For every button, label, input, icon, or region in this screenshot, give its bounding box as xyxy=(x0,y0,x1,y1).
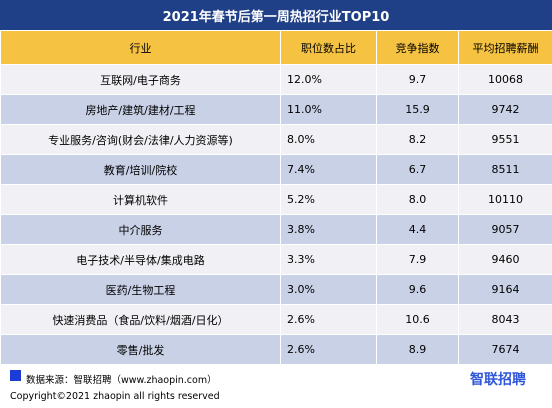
competition-cell: 8.9 xyxy=(376,334,459,365)
industry-cell: 计算机软件 xyxy=(0,184,281,215)
industry-cell: 电子技术/半导体/集成电路 xyxy=(0,244,281,275)
share-cell: 3.0% xyxy=(280,274,377,305)
industry-cell: 零售/批发 xyxy=(0,334,281,365)
table-row: 医药/生物工程 3.0% 9.6 9164 xyxy=(0,274,552,305)
table-row: 快速消费品（食品/饮料/烟酒/日化） 2.6% 10.6 8043 xyxy=(0,304,552,335)
competition-cell: 7.9 xyxy=(376,244,459,275)
table-title: 2021年春节后第一周热招行业TOP10 xyxy=(0,0,552,30)
salary-cell: 9742 xyxy=(458,94,552,125)
competition-cell: 6.7 xyxy=(376,154,459,185)
salary-cell: 10068 xyxy=(458,64,552,95)
share-cell: 5.2% xyxy=(280,184,377,215)
industry-cell: 中介服务 xyxy=(0,214,281,245)
table-row: 房地产/建筑/建材/工程 11.0% 15.9 9742 xyxy=(0,94,552,125)
table-row: 专业服务/咨询(财会/法律/人力资源等) 8.0% 8.2 9551 xyxy=(0,124,552,155)
competition-cell: 8.2 xyxy=(376,124,459,155)
header-salary: 平均招聘薪酬 xyxy=(458,30,552,65)
zhaopin-logo: 智联招聘 xyxy=(470,369,526,389)
industry-table: 行业 职位数占比 竞争指数 平均招聘薪酬 互联网/电子商务 12.0% 9.7 … xyxy=(0,30,552,365)
industry-cell: 互联网/电子商务 xyxy=(0,64,281,95)
square-bullet-icon xyxy=(10,369,21,381)
share-cell: 12.0% xyxy=(280,64,377,95)
competition-cell: 10.6 xyxy=(376,304,459,335)
share-cell: 11.0% xyxy=(280,94,377,125)
table-header-row: 行业 职位数占比 竞争指数 平均招聘薪酬 xyxy=(0,30,552,65)
table-row: 电子技术/半导体/集成电路 3.3% 7.9 9460 xyxy=(0,244,552,275)
header-share: 职位数占比 xyxy=(280,30,377,65)
competition-cell: 4.4 xyxy=(376,214,459,245)
share-cell: 2.6% xyxy=(280,334,377,365)
data-source: 数据来源：智联招聘（www.zhaopin.com） xyxy=(10,369,217,386)
share-cell: 2.6% xyxy=(280,304,377,335)
share-cell: 8.0% xyxy=(280,124,377,155)
share-cell: 7.4% xyxy=(280,154,377,185)
salary-cell: 10110 xyxy=(458,184,552,215)
salary-cell: 9551 xyxy=(458,124,552,155)
table-row: 零售/批发 2.6% 8.9 7674 xyxy=(0,334,552,365)
logo-text: 智联招聘 xyxy=(470,372,526,388)
table-row: 互联网/电子商务 12.0% 9.7 10068 xyxy=(0,64,552,95)
salary-cell: 9164 xyxy=(458,274,552,305)
competition-cell: 9.7 xyxy=(376,64,459,95)
industry-cell: 教育/培训/院校 xyxy=(0,154,281,185)
table-row: 计算机软件 5.2% 8.0 10110 xyxy=(0,184,552,215)
competition-cell: 9.6 xyxy=(376,274,459,305)
header-competition: 竞争指数 xyxy=(376,30,459,65)
industry-cell: 医药/生物工程 xyxy=(0,274,281,305)
competition-cell: 15.9 xyxy=(376,94,459,125)
salary-cell: 8043 xyxy=(458,304,552,335)
share-cell: 3.8% xyxy=(280,214,377,245)
data-source-text: 数据来源：智联招聘（www.zhaopin.com） xyxy=(26,375,217,386)
competition-cell: 8.0 xyxy=(376,184,459,215)
salary-cell: 9057 xyxy=(458,214,552,245)
table-row: 教育/培训/院校 7.4% 6.7 8511 xyxy=(0,154,552,185)
salary-cell: 7674 xyxy=(458,334,552,365)
industry-cell: 快速消费品（食品/饮料/烟酒/日化） xyxy=(0,304,281,335)
salary-cell: 9460 xyxy=(458,244,552,275)
table-row: 中介服务 3.8% 4.4 9057 xyxy=(0,214,552,245)
salary-cell: 8511 xyxy=(458,154,552,185)
share-cell: 3.3% xyxy=(280,244,377,275)
copyright-text: Copyright©2021 zhaopin all rights reserv… xyxy=(10,391,220,402)
industry-cell: 房地产/建筑/建材/工程 xyxy=(0,94,281,125)
header-industry: 行业 xyxy=(0,30,281,65)
industry-cell: 专业服务/咨询(财会/法律/人力资源等) xyxy=(0,124,281,155)
